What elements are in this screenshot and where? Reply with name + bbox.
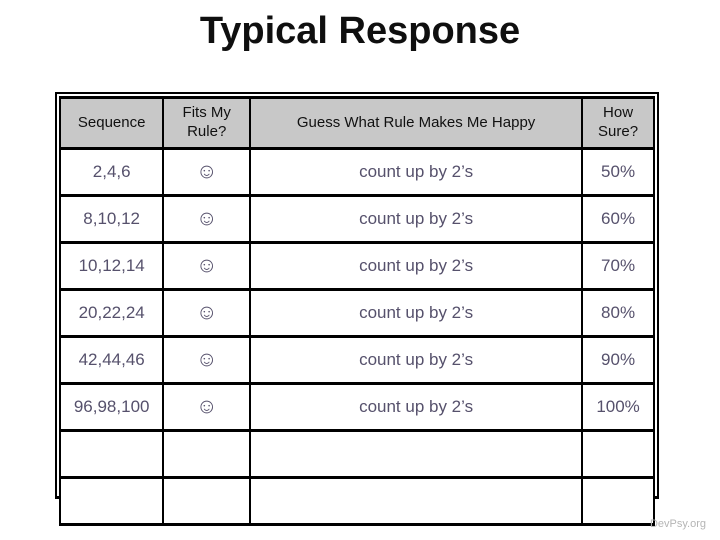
sequence-cell: 42,44,46 [58, 335, 165, 385]
table-header-row: Sequence Fits My Rule? Guess What Rule M… [58, 96, 655, 150]
sure-cell: 80% [581, 288, 655, 338]
fits-rule-cell: ☺ [162, 288, 252, 338]
fits-rule-cell: ☺ [162, 382, 252, 432]
sure-cell [581, 429, 655, 479]
guess-cell: count up by 2’s [249, 241, 584, 291]
guess-cell: count up by 2’s [249, 288, 584, 338]
column-header-guess-rule: Guess What Rule Makes Me Happy [249, 96, 584, 150]
sequence-cell: 10,12,14 [58, 241, 165, 291]
fits-rule-cell [162, 476, 252, 526]
smiley-face-icon: ☺ [195, 301, 218, 324]
table-row: 96,98,100 ☺ count up by 2’s 100% [58, 382, 655, 432]
column-header-how-sure: How Sure? [581, 96, 655, 150]
table-row: 42,44,46 ☺ count up by 2’s 90% [58, 335, 655, 385]
page-title: Typical Response [199, 10, 521, 52]
sure-cell: 50% [581, 147, 655, 197]
smiley-face-icon: ☺ [195, 207, 218, 230]
sequence-cell: 2,4,6 [58, 147, 165, 197]
sure-cell: 100% [581, 382, 655, 432]
fits-rule-cell: ☺ [162, 241, 252, 291]
table-row-empty [58, 429, 655, 479]
smiley-face-icon: ☺ [195, 348, 218, 371]
guess-cell: count up by 2’s [249, 335, 584, 385]
column-header-sequence: Sequence [58, 96, 165, 150]
sequence-cell: 96,98,100 [58, 382, 165, 432]
fits-rule-cell: ☺ [162, 194, 252, 244]
sure-cell: 90% [581, 335, 655, 385]
guess-cell [249, 476, 584, 526]
sure-cell: 60% [581, 194, 655, 244]
table-row: 8,10,12 ☺ count up by 2’s 60% [58, 194, 655, 244]
sequence-cell [58, 429, 165, 479]
fits-rule-cell [162, 429, 252, 479]
credit-watermark: DevPsy.org [649, 518, 706, 530]
table-row: 10,12,14 ☺ count up by 2’s 70% [58, 241, 655, 291]
table-row: 2,4,6 ☺ count up by 2’s 50% [58, 147, 655, 197]
guess-cell: count up by 2’s [249, 194, 584, 244]
smiley-face-icon: ☺ [195, 160, 218, 183]
fits-rule-cell: ☺ [162, 335, 252, 385]
sequence-cell: 20,22,24 [58, 288, 165, 338]
sure-cell [581, 476, 655, 526]
smiley-face-icon: ☺ [195, 254, 218, 277]
smiley-face-icon: ☺ [195, 395, 218, 418]
sure-cell: 70% [581, 241, 655, 291]
sequence-cell [58, 476, 165, 526]
guess-cell [249, 429, 584, 479]
table-row: 20,22,24 ☺ count up by 2’s 80% [58, 288, 655, 338]
fits-rule-cell: ☺ [162, 147, 252, 197]
results-table: Sequence Fits My Rule? Guess What Rule M… [58, 96, 655, 526]
guess-cell: count up by 2’s [249, 147, 584, 197]
table-row-empty [58, 476, 655, 526]
guess-cell: count up by 2’s [249, 382, 584, 432]
column-header-fits-my-rule: Fits My Rule? [162, 96, 252, 150]
results-table-frame: Sequence Fits My Rule? Guess What Rule M… [55, 92, 659, 526]
sequence-cell: 8,10,12 [58, 194, 165, 244]
